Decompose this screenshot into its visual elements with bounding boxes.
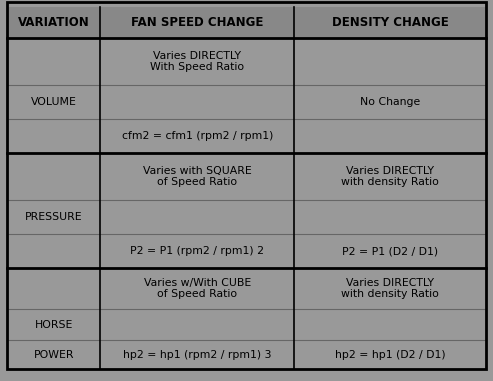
Text: VARIATION: VARIATION	[18, 16, 90, 29]
Text: DENSITY CHANGE: DENSITY CHANGE	[332, 16, 449, 29]
Bar	[101, 153, 294, 200]
Text: PRESSURE: PRESSURE	[25, 212, 82, 222]
Text: FAN SPEED CHANGE: FAN SPEED CHANGE	[131, 16, 264, 29]
Bar	[7, 7, 101, 38]
Bar	[7, 234, 101, 268]
Bar	[101, 340, 294, 369]
Text: Varies w/With CUBE
of Speed Ratio: Varies w/With CUBE of Speed Ratio	[144, 278, 251, 299]
Bar	[101, 119, 294, 153]
Text: hp2 = hp1 (rpm2 / rpm1) 3: hp2 = hp1 (rpm2 / rpm1) 3	[123, 349, 272, 360]
Bar	[294, 268, 486, 309]
Bar	[101, 234, 294, 268]
Text: VOLUME: VOLUME	[31, 97, 76, 107]
Bar	[7, 268, 101, 309]
Bar	[294, 153, 486, 200]
Bar	[294, 309, 486, 340]
Bar	[101, 200, 294, 234]
Bar	[101, 85, 294, 119]
Bar	[7, 119, 101, 153]
Text: P2 = P1 (rpm2 / rpm1) 2: P2 = P1 (rpm2 / rpm1) 2	[131, 246, 264, 256]
Text: POWER: POWER	[34, 349, 74, 360]
Bar	[294, 340, 486, 369]
Bar	[294, 85, 486, 119]
Text: cfm2 = cfm1 (rpm2 / rpm1): cfm2 = cfm1 (rpm2 / rpm1)	[122, 131, 273, 141]
Text: Varies DIRECTLY
with density Ratio: Varies DIRECTLY with density Ratio	[341, 166, 439, 187]
Bar	[294, 200, 486, 234]
Bar	[101, 309, 294, 340]
Bar	[294, 234, 486, 268]
Bar	[7, 153, 101, 200]
Text: P2 = P1 (D2 / D1): P2 = P1 (D2 / D1)	[342, 246, 438, 256]
Text: Varies with SQUARE
of Speed Ratio: Varies with SQUARE of Speed Ratio	[143, 166, 252, 187]
Bar	[294, 38, 486, 85]
Bar	[101, 38, 294, 85]
Text: hp2 = hp1 (D2 / D1): hp2 = hp1 (D2 / D1)	[335, 349, 446, 360]
Bar	[294, 119, 486, 153]
Text: Varies DIRECTLY
with density Ratio: Varies DIRECTLY with density Ratio	[341, 278, 439, 299]
Bar	[294, 7, 486, 38]
Bar	[101, 268, 294, 309]
Bar	[7, 85, 101, 119]
Text: Varies DIRECTLY
With Speed Ratio: Varies DIRECTLY With Speed Ratio	[150, 51, 245, 72]
Text: No Change: No Change	[360, 97, 421, 107]
Bar	[7, 340, 101, 369]
Bar	[7, 38, 101, 85]
Bar	[7, 309, 101, 340]
Bar	[7, 200, 101, 234]
Bar	[101, 7, 294, 38]
Text: HORSE: HORSE	[35, 320, 73, 330]
